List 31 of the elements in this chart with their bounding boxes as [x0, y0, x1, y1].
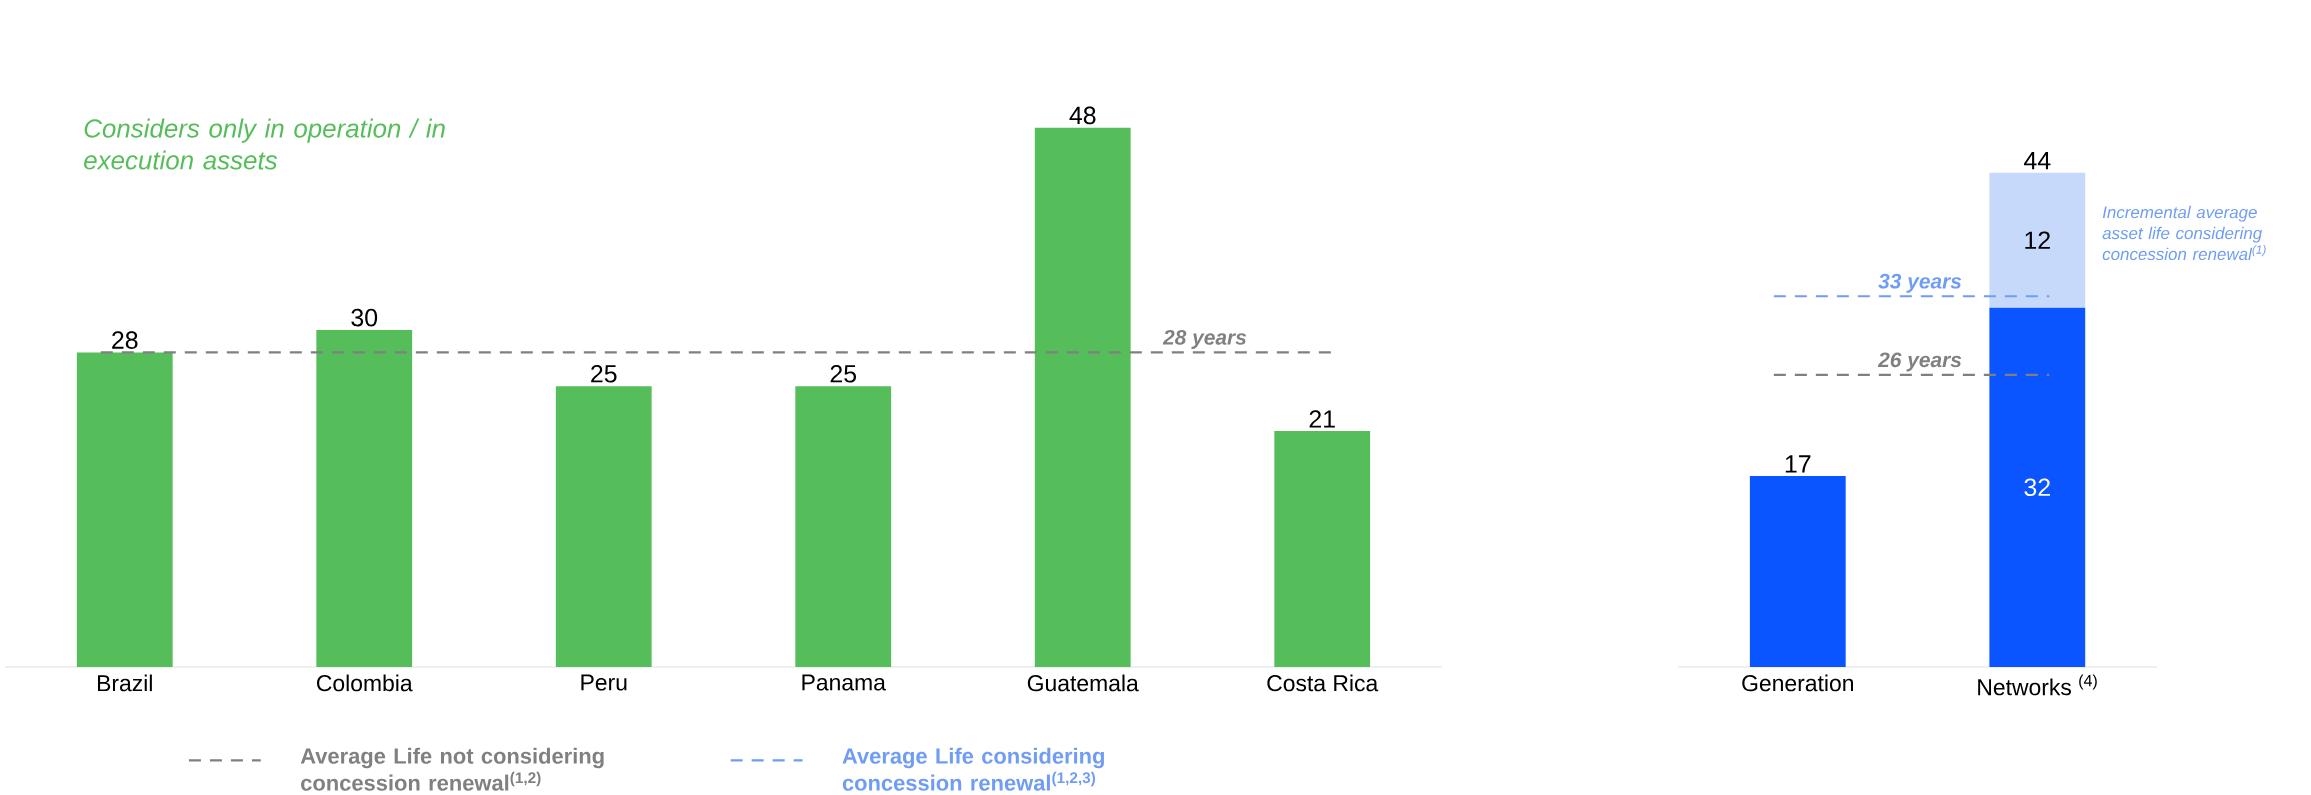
- bar: [1274, 431, 1371, 667]
- x-tick-label: Colombia: [317, 674, 413, 692]
- bar: [316, 329, 413, 667]
- total-label: 44: [2024, 152, 2051, 170]
- x-tick-label: Panama: [802, 674, 886, 691]
- data-label: 32: [2024, 478, 2050, 497]
- data-label: 25: [830, 364, 857, 383]
- x-tick-label: Peru: [581, 674, 627, 691]
- ref-line-label: 28 years: [1162, 329, 1247, 349]
- data-label: 25: [591, 364, 617, 383]
- bar: [555, 386, 652, 667]
- x-tick-label: Costa Rica: [1267, 674, 1379, 692]
- ref-line-label: 26 years: [1877, 352, 1962, 372]
- data-label: 28: [112, 331, 138, 349]
- annotation: Incremental average asset life considering concession renewal$^{(1)}$: [2102, 205, 2266, 261]
- x-tick-label: Guatemala: [1027, 674, 1139, 692]
- text: Average Life not considering concession renewal$^{(1,2)}$: [300, 747, 604, 791]
- data-label: 21: [1309, 410, 1335, 428]
- bar: [1034, 127, 1131, 667]
- data-label: 12: [2025, 231, 2050, 249]
- x-tick-label: Networks $^{(4)}$: [1978, 674, 2097, 696]
- ref-line-label: 33 years: [1878, 273, 1962, 293]
- x-tick-label: Brazil: [97, 674, 152, 692]
- text: Average Life considering concession renewal$^{(1,2,3)}$: [842, 747, 1104, 791]
- annotation: Considers only in operation / in execution assets: [84, 118, 445, 170]
- data-label: 48: [1069, 106, 1096, 125]
- bar: [76, 352, 173, 667]
- data-label: 17: [1785, 455, 1811, 473]
- x-tick-label: Generation: [1742, 674, 1853, 692]
- bar: [795, 386, 892, 667]
- data-label: 30: [351, 308, 378, 327]
